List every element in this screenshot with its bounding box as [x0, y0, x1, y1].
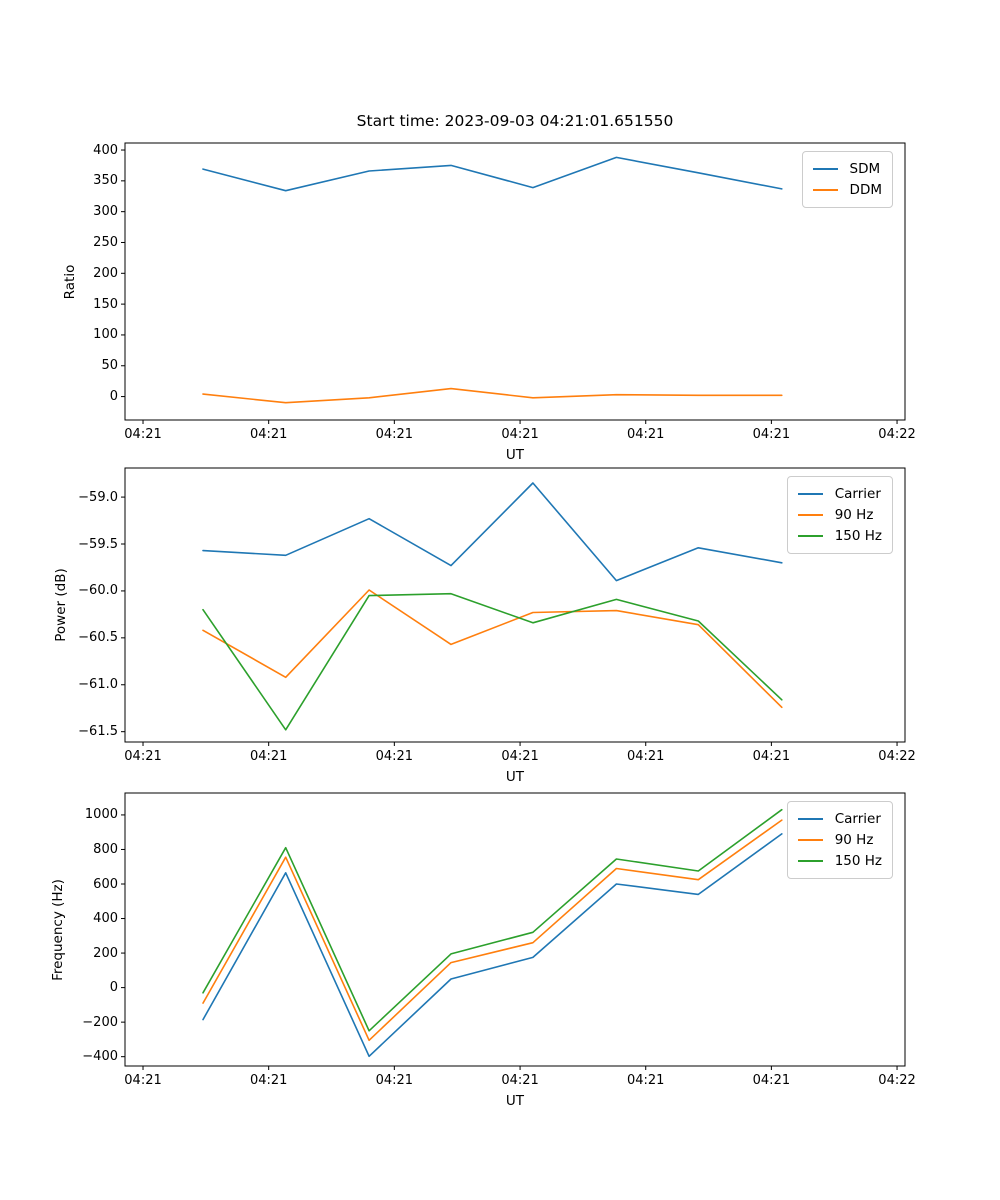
x-tick-label: 04:21 — [626, 427, 665, 442]
ddm-line — [202, 387, 783, 404]
y-tick-label: 800 — [93, 841, 118, 857]
x-tick-label: 04:21 — [249, 1073, 288, 1088]
x-tick-label: 04:21 — [752, 427, 791, 442]
y-tick-label: −60.5 — [78, 630, 118, 646]
legend-line-swatch — [812, 168, 838, 170]
legend-line-swatch — [797, 535, 823, 537]
y-tick-label: 0 — [109, 980, 118, 996]
legend-item: 150 Hz — [797, 526, 882, 546]
x-tick-label: 04:21 — [124, 1073, 162, 1088]
legend-label: 150 Hz — [834, 853, 882, 869]
y-tick-label: 350 — [93, 173, 118, 189]
y-tick-label: 300 — [93, 204, 118, 220]
legend-item: 90 Hz — [797, 505, 882, 525]
90-hz-line — [202, 819, 783, 1042]
y-tick-label: 0 — [109, 389, 118, 405]
x-axis-label: UT — [505, 447, 525, 463]
x-tick-label: 04:21 — [626, 1073, 665, 1088]
carrier-line — [202, 833, 783, 1058]
y-axis-label: Ratio — [62, 264, 78, 299]
y-tick-label: −61.5 — [78, 724, 118, 740]
x-axis-label: UT — [505, 1093, 525, 1109]
legend-line-swatch — [797, 818, 823, 820]
legend-label: SDM — [849, 161, 881, 177]
x-tick-label: 04:21 — [752, 1073, 791, 1088]
y-tick-label: 200 — [93, 265, 118, 281]
x-tick-label: 04:22 — [878, 427, 916, 442]
x-axis-label: UT — [505, 769, 525, 785]
y-tick-label: 400 — [93, 911, 118, 927]
legend-item: 150 Hz — [797, 851, 882, 871]
axes-frame — [124, 467, 906, 743]
legend-line-swatch — [797, 493, 823, 495]
legend-line-swatch — [797, 860, 823, 862]
legend-label: Carrier — [834, 811, 881, 827]
legend-item: 90 Hz — [797, 830, 882, 850]
legend-label: DDM — [849, 182, 882, 198]
y-tick-label: −60.0 — [78, 583, 118, 599]
carrier-line — [202, 482, 783, 582]
x-tick-label: 04:21 — [501, 749, 539, 764]
y-axis-label: Power (dB) — [53, 568, 69, 642]
legend: Carrier 90 Hz 150 Hz — [786, 801, 893, 879]
y-tick-label: −200 — [82, 1014, 118, 1030]
x-tick-label: 04:21 — [626, 749, 665, 764]
legend-label: 150 Hz — [834, 528, 882, 544]
legend: SDM DDM — [801, 151, 893, 208]
legend-item: Carrier — [797, 809, 882, 829]
y-tick-label: −59.5 — [78, 536, 118, 552]
x-tick-label: 04:22 — [878, 1073, 916, 1088]
legend-item: SDM — [812, 159, 882, 179]
x-tick-label: 04:21 — [375, 427, 414, 442]
x-tick-label: 04:22 — [878, 749, 916, 764]
y-tick-label: 1000 — [84, 807, 118, 823]
x-tick-label: 04:21 — [249, 427, 288, 442]
legend: Carrier 90 Hz 150 Hz — [786, 476, 893, 554]
y-tick-label: 50 — [101, 358, 118, 374]
legend-label: 90 Hz — [834, 507, 874, 523]
y-axis-label: Frequency (Hz) — [50, 878, 66, 981]
figure-title: Start time: 2023-09-03 04:21:01.651550 — [356, 112, 674, 130]
y-tick-label: −400 — [82, 1049, 118, 1065]
150-hz-line — [202, 592, 783, 731]
y-tick-label: 250 — [93, 234, 118, 250]
y-tick-label: −59.0 — [78, 489, 118, 505]
y-tick-label: 150 — [93, 296, 118, 312]
x-tick-label: 04:21 — [124, 427, 162, 442]
y-tick-label: 200 — [93, 945, 118, 961]
y-tick-label: 600 — [93, 876, 118, 892]
axes-frame — [124, 142, 906, 421]
y-tick-label: 400 — [93, 142, 118, 158]
x-tick-label: 04:21 — [375, 749, 414, 764]
x-tick-label: 04:21 — [752, 749, 791, 764]
axes-frame — [124, 792, 906, 1067]
x-tick-label: 04:21 — [501, 1073, 539, 1088]
legend-item: DDM — [812, 180, 882, 200]
y-tick-label: 100 — [93, 327, 118, 343]
sdm-line — [202, 156, 783, 192]
y-tick-label: −61.0 — [78, 677, 118, 693]
x-tick-label: 04:21 — [249, 749, 288, 764]
legend-line-swatch — [797, 839, 823, 841]
legend-line-swatch — [812, 189, 838, 191]
legend-label: Carrier — [834, 486, 881, 502]
x-tick-label: 04:21 — [375, 1073, 414, 1088]
legend-line-swatch — [797, 514, 823, 516]
legend-item: Carrier — [797, 484, 882, 504]
150-hz-line — [202, 808, 783, 1032]
legend-label: 90 Hz — [834, 832, 874, 848]
x-tick-label: 04:21 — [124, 749, 162, 764]
90-hz-line — [202, 589, 783, 709]
x-tick-label: 04:21 — [501, 427, 539, 442]
